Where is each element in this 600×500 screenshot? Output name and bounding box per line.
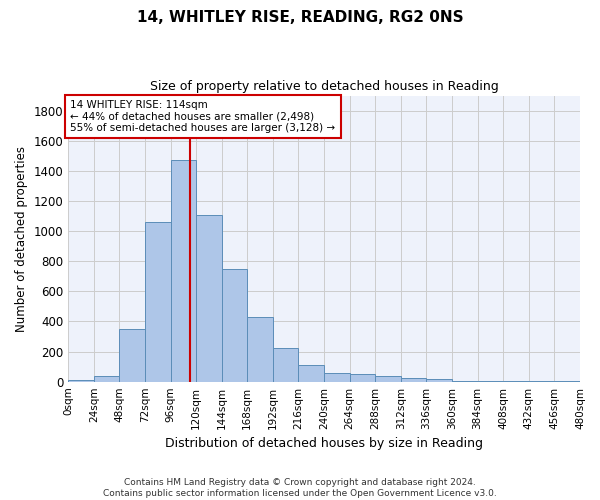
Bar xyxy=(375,376,401,382)
Bar xyxy=(119,329,145,382)
Bar xyxy=(94,376,119,382)
Bar xyxy=(478,381,503,382)
Bar xyxy=(427,378,452,382)
Bar xyxy=(247,317,273,382)
Bar xyxy=(170,160,196,382)
Title: Size of property relative to detached houses in Reading: Size of property relative to detached ho… xyxy=(150,80,499,93)
Bar xyxy=(273,348,298,382)
Y-axis label: Number of detached properties: Number of detached properties xyxy=(15,146,28,332)
Bar xyxy=(324,374,350,382)
Bar xyxy=(452,381,478,382)
Text: 14, WHITLEY RISE, READING, RG2 0NS: 14, WHITLEY RISE, READING, RG2 0NS xyxy=(137,10,463,25)
Bar xyxy=(196,214,222,382)
Bar xyxy=(401,378,427,382)
Bar xyxy=(222,270,247,382)
Bar xyxy=(350,374,375,382)
X-axis label: Distribution of detached houses by size in Reading: Distribution of detached houses by size … xyxy=(165,437,483,450)
Bar xyxy=(298,365,324,382)
Text: 14 WHITLEY RISE: 114sqm
← 44% of detached houses are smaller (2,498)
55% of semi: 14 WHITLEY RISE: 114sqm ← 44% of detache… xyxy=(70,100,335,134)
Bar xyxy=(145,222,170,382)
Bar xyxy=(68,380,94,382)
Text: Contains HM Land Registry data © Crown copyright and database right 2024.
Contai: Contains HM Land Registry data © Crown c… xyxy=(103,478,497,498)
